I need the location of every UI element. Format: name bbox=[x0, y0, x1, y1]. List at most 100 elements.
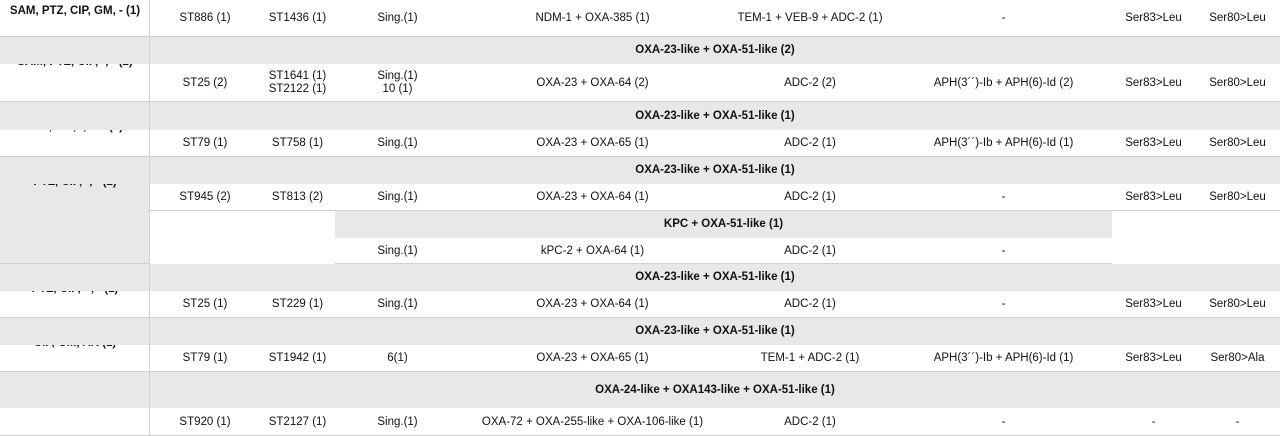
profile-cell: SAM, PTZ, CIP, GM, - (1) bbox=[9, 5, 141, 17]
row-border bbox=[895, 156, 1112, 157]
table-cell: ADC-2 (1) bbox=[784, 191, 836, 203]
header-band bbox=[0, 264, 1280, 291]
table-cell: ST920 (1) bbox=[179, 415, 231, 428]
row-border bbox=[1195, 156, 1280, 157]
table-cell: OXA-23 + OXA-65 (1) bbox=[536, 352, 649, 364]
section-border bbox=[0, 36, 150, 37]
row-border bbox=[725, 156, 895, 157]
header-band bbox=[0, 318, 1280, 345]
row-border bbox=[460, 36, 725, 37]
table-cell: - bbox=[1001, 191, 1006, 203]
row-border bbox=[725, 317, 895, 318]
row-border bbox=[335, 317, 460, 318]
table-cell: ADC-2 (1) bbox=[784, 137, 836, 149]
table-cell: Ser80>Leu bbox=[1209, 137, 1266, 149]
table-cell: Ser83>Leu bbox=[1125, 352, 1182, 364]
table-cell: ST25 (2) bbox=[182, 76, 228, 89]
table-cell: OXA-72 + OXA-255-like + OXA-106-like (1) bbox=[481, 415, 704, 428]
table-cell: OXA-23 + OXA-64 (1) bbox=[536, 298, 649, 310]
row-border bbox=[725, 210, 895, 211]
table-cell: Ser83>Leu bbox=[1125, 191, 1182, 203]
group-header: OXA-24-like + OXA143-like + OXA-51-like … bbox=[595, 383, 835, 396]
row-border bbox=[895, 317, 1112, 318]
table-cell: TEM-1 + ADC-2 (1) bbox=[760, 352, 860, 364]
row-border bbox=[895, 36, 1112, 37]
table-cell: Ser83>Leu bbox=[1125, 298, 1182, 310]
header-band bbox=[0, 372, 1280, 408]
header-band bbox=[0, 102, 1280, 130]
table-cell: - bbox=[1001, 244, 1006, 257]
row-border bbox=[150, 317, 260, 318]
table-cell: ST886 (1) bbox=[179, 12, 231, 24]
row-border bbox=[725, 371, 895, 372]
table-cell: Sing.(1) bbox=[377, 298, 418, 310]
row-border bbox=[260, 36, 335, 37]
table-cell: Sing.(1) bbox=[377, 415, 418, 428]
section-border bbox=[0, 371, 150, 372]
table-cell: ST1641 (1) ST2122 (1) bbox=[268, 70, 327, 95]
row-border bbox=[1112, 36, 1195, 37]
row-border bbox=[150, 210, 260, 211]
table-cell: OXA-23 + OXA-64 (1) bbox=[536, 191, 649, 203]
table-cell: ST1436 (1) bbox=[268, 12, 327, 24]
header-band bbox=[0, 157, 1280, 184]
row-border bbox=[335, 101, 460, 102]
table-cell: ST1942 (1) bbox=[268, 352, 327, 364]
table-cell: Ser80>Leu bbox=[1209, 76, 1266, 89]
table-cell: Ser83>Leu bbox=[1125, 137, 1182, 149]
table-cell: ST79 (1) bbox=[182, 137, 228, 149]
table-cell: Ser80>Leu bbox=[1209, 298, 1266, 310]
row-border bbox=[335, 371, 460, 372]
table-cell: ST758 (1) bbox=[271, 137, 324, 149]
table-cell: 6(1) bbox=[387, 352, 408, 364]
table-cell: Ser80>Ala bbox=[1210, 352, 1265, 364]
row-border bbox=[460, 317, 725, 318]
table-cell: - bbox=[1001, 298, 1006, 310]
table-cell: - bbox=[1151, 415, 1156, 428]
table-cell: NDM-1 + OXA-385 (1) bbox=[535, 12, 650, 24]
table-cell: Sing.(1) 10 (1) bbox=[377, 70, 418, 95]
table-cell: Sing.(1) bbox=[377, 191, 418, 203]
group-header: KPC + OXA-51-like (1) bbox=[663, 218, 784, 230]
row-border bbox=[1112, 210, 1195, 211]
table-cell: kPC-2 + OXA-64 (1) bbox=[540, 244, 645, 257]
table-cell: - bbox=[1001, 415, 1006, 428]
row-border bbox=[260, 156, 335, 157]
row-border bbox=[460, 101, 725, 102]
table-cell: ADC-2 (1) bbox=[784, 415, 836, 428]
row-border bbox=[150, 371, 260, 372]
table-cell: ST945 (2) bbox=[179, 191, 231, 203]
row-border bbox=[1112, 101, 1195, 102]
table-cell: TEM-1 + VEB-9 + ADC-2 (1) bbox=[737, 12, 883, 24]
group-header: OXA-23-like + OXA-51-like (1) bbox=[635, 271, 795, 283]
group-header: OXA-23-like + OXA-51-like (1) bbox=[635, 325, 795, 337]
table-cell: ADC-2 (1) bbox=[784, 244, 836, 257]
row-border bbox=[260, 101, 335, 102]
row-border bbox=[1112, 371, 1195, 372]
row-border bbox=[260, 210, 335, 211]
row-border bbox=[1112, 317, 1195, 318]
table-cell: Sing.(1) bbox=[377, 244, 418, 257]
table-cell: ST25 (1) bbox=[182, 298, 228, 310]
table-cell: ADC-2 (2) bbox=[784, 76, 836, 89]
row-border bbox=[1195, 371, 1280, 372]
table-cell: ADC-2 (1) bbox=[784, 298, 836, 310]
group-header: OXA-23-like + OXA-51-like (2) bbox=[635, 44, 795, 56]
table-cell: ST813 (2) bbox=[271, 191, 324, 203]
column-border bbox=[149, 0, 150, 436]
row-border bbox=[895, 101, 1112, 102]
row-border bbox=[1195, 317, 1280, 318]
row-border bbox=[1195, 210, 1280, 211]
table-cell: OXA-23 + OXA-65 (1) bbox=[536, 137, 649, 149]
row-border bbox=[150, 36, 260, 37]
row-border bbox=[335, 263, 460, 264]
row-border bbox=[460, 371, 725, 372]
row-border bbox=[725, 263, 895, 264]
row-border bbox=[1195, 101, 1280, 102]
table-cell: - bbox=[1235, 415, 1240, 428]
section-border bbox=[0, 317, 150, 318]
row-border bbox=[335, 36, 460, 37]
table-cell: Ser80>Leu bbox=[1209, 12, 1266, 24]
header-band bbox=[0, 37, 1280, 64]
